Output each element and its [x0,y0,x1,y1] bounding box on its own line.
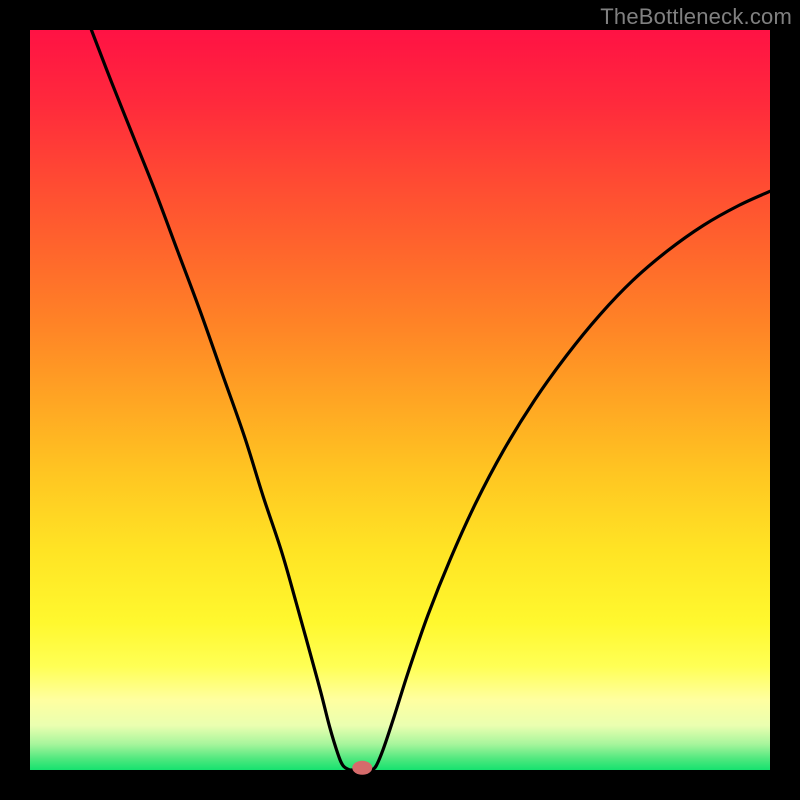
optimal-point-marker [352,761,372,775]
bottleneck-chart [0,0,800,800]
watermark-text: TheBottleneck.com [600,4,792,30]
plot-background [30,30,770,770]
chart-container: TheBottleneck.com [0,0,800,800]
